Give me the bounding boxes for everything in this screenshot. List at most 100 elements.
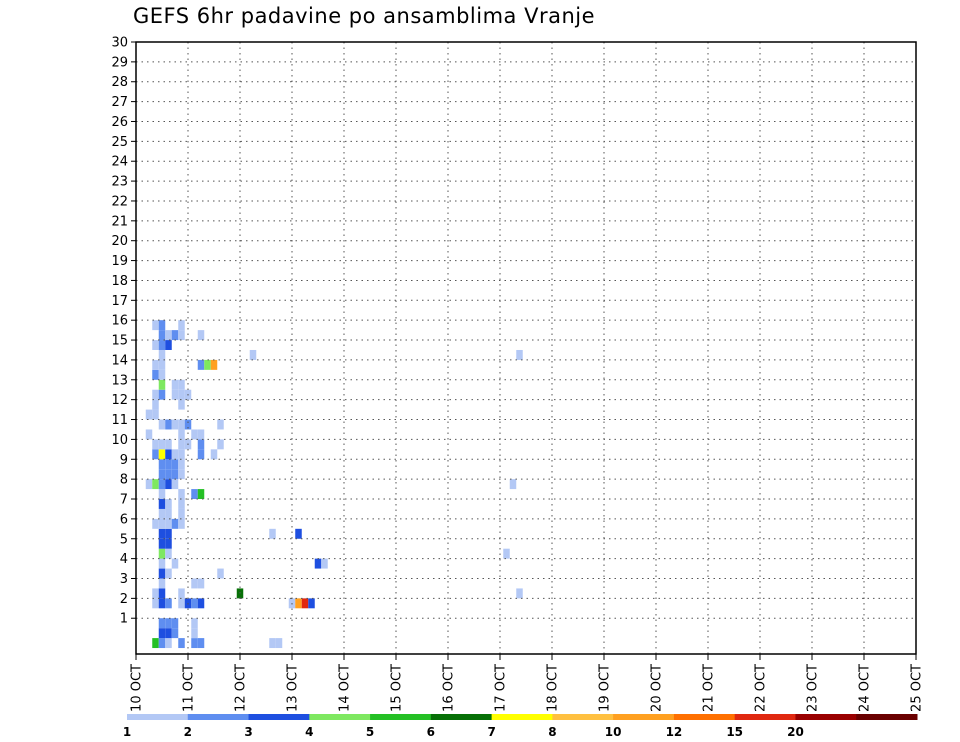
heatmap-cell [158, 548, 166, 559]
heatmap-cell [152, 518, 159, 529]
y-tick-label: 11 [111, 413, 128, 428]
heatmap-cell [145, 479, 153, 490]
colorbar-swatch [795, 714, 857, 720]
heatmap-cell [158, 618, 166, 629]
heatmap-cell [178, 638, 185, 649]
y-tick-label: 12 [111, 393, 128, 408]
heatmap-cell [152, 320, 159, 331]
y-tick-label: 1 [120, 612, 128, 627]
heatmap-cell [171, 469, 179, 480]
y-tick-label: 8 [120, 473, 128, 488]
heatmap-cell [152, 598, 159, 609]
heatmap-cell [178, 399, 185, 410]
y-tick-label: 10 [111, 433, 128, 448]
y-tick-label: 21 [111, 214, 128, 229]
heatmap-cell [171, 389, 179, 400]
heatmap-cell [158, 349, 166, 360]
heatmap-cell [152, 439, 159, 450]
colorbar-label: 4 [305, 725, 313, 739]
heatmap-cell [171, 419, 179, 430]
heatmap-cell [165, 459, 172, 470]
heatmap-cell [178, 598, 185, 609]
heatmap-cell [158, 320, 166, 331]
heatmap-cell [158, 459, 166, 470]
heatmap-cell [165, 548, 172, 559]
heatmap-cell [158, 419, 166, 430]
heatmap-cells [145, 320, 523, 649]
heatmap-cell [295, 528, 302, 539]
y-tick-label: 5 [120, 532, 128, 547]
heatmap-cell [165, 340, 172, 350]
y-tick-label: 28 [111, 75, 128, 90]
y-tick-label: 19 [111, 254, 128, 269]
heatmap-cell [210, 449, 218, 460]
heatmap-cell [178, 419, 185, 430]
heatmap-cell [197, 449, 205, 460]
heatmap-cell [503, 548, 510, 559]
heatmap-cell [197, 638, 205, 649]
colorbar-swatch [127, 714, 189, 720]
heatmap-cell [269, 528, 276, 539]
heatmap-cell [509, 479, 517, 490]
x-tick-label: 22 OCT [754, 664, 769, 712]
heatmap-cell [165, 598, 172, 609]
y-tick-label: 29 [111, 55, 128, 70]
colorbar-label: 10 [605, 725, 622, 739]
heatmap-cell [516, 349, 523, 360]
heatmap-cell [191, 429, 198, 440]
heatmap-cell [516, 588, 523, 599]
x-tick-label: 11 OCT [182, 664, 197, 712]
heatmap-cell [301, 598, 309, 609]
heatmap-cell [158, 528, 166, 539]
colorbar-swatch [552, 714, 614, 720]
colorbar-swatch [613, 714, 675, 720]
colorbar-label: 6 [427, 725, 435, 739]
heatmap-cell [152, 449, 159, 460]
heatmap-cell [171, 379, 179, 390]
heatmap-cell [165, 568, 172, 579]
colorbar-swatch [370, 714, 432, 720]
colorbar-label: 5 [366, 725, 374, 739]
heatmap-cell [314, 558, 322, 569]
colorbar-label: 3 [244, 725, 252, 739]
colorbar-label: 8 [548, 725, 556, 739]
heatmap-cell [158, 330, 166, 341]
y-tick-label: 20 [111, 234, 128, 249]
heatmap-cell [158, 499, 166, 509]
heatmap-cell [158, 439, 166, 450]
heatmap-cell [171, 558, 179, 569]
heatmap-cell [178, 489, 185, 500]
heatmap-cell [158, 508, 166, 519]
heatmap-cell [165, 449, 172, 460]
heatmap-cell [197, 598, 205, 609]
heatmap-cell [197, 578, 205, 589]
y-tick-label: 6 [120, 512, 128, 527]
y-tick-label: 3 [120, 572, 128, 587]
heatmap-cell [217, 439, 224, 450]
x-tick-label: 12 OCT [234, 664, 249, 712]
heatmap-cell [158, 578, 166, 589]
heatmap-cell [191, 618, 198, 629]
heatmap-cell [197, 439, 205, 450]
colorbar-swatch [856, 714, 918, 720]
heatmap-cell [145, 409, 153, 420]
y-tick-label: 15 [111, 334, 128, 349]
heatmap-cell [158, 469, 166, 480]
heatmap-cell [145, 429, 153, 440]
heatmap-cell [158, 638, 166, 649]
colorbar-swatch [430, 714, 493, 720]
colorbar: 1 2 3 4 5 6 7 8 10 12 15 20 [123, 714, 918, 739]
heatmap-cell [308, 598, 315, 609]
x-axis: 10 OCT 11 OCT 12 OCT 13 OCT 14 OCT 15 OCT 16 O… [130, 654, 925, 712]
heatmap-cell [178, 469, 185, 480]
heatmap-cell [165, 479, 172, 490]
x-tick-label: 19 OCT [598, 664, 613, 712]
heatmap-cell [178, 379, 185, 390]
heatmap-cell [178, 518, 185, 529]
heatmap-cell [178, 499, 185, 509]
colorbar-label: 20 [787, 725, 804, 739]
heatmap-cell [184, 419, 192, 430]
y-tick-label: 22 [111, 194, 128, 209]
heatmap-cell [178, 508, 185, 519]
